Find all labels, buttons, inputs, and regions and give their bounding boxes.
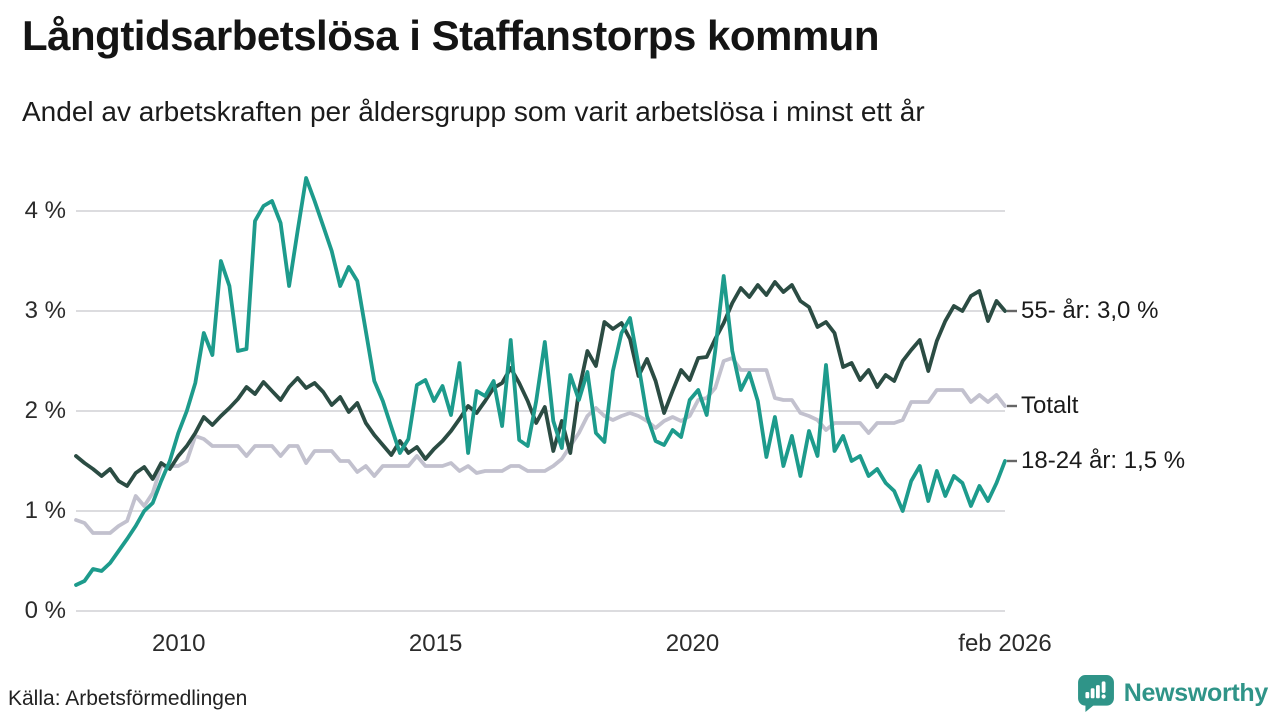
series-label-18-24-ar: 18-24 år: 1,5 %: [1021, 447, 1186, 474]
series-label-totalt: Totalt: [1021, 392, 1079, 419]
source-credit: Källa: Arbetsförmedlingen: [8, 687, 248, 710]
newsworthy-logo: Newsworthy: [1077, 674, 1268, 712]
series-label-55-ar: 55- år: 3,0 %: [1021, 297, 1159, 324]
x-axis-tick-label: 2015: [408, 630, 463, 657]
series-line-totalt: [74, 356, 1007, 535]
series-line-55-ar: [74, 280, 1007, 488]
x-axis-tick-label: 2020: [665, 630, 720, 657]
series-line-18-24-ar: [74, 176, 1007, 587]
y-axis-tick-label: 1 %: [24, 497, 66, 524]
y-axis-tick-label: 2 %: [24, 397, 66, 424]
chart-subtitle: Andel av arbetskraften per åldersgrupp s…: [22, 96, 925, 127]
y-axis-tick-label: 0 %: [24, 597, 66, 624]
newsworthy-wordmark: Newsworthy: [1123, 678, 1269, 707]
chart-title: Långtidsarbetslösa i Staffanstorps kommu…: [22, 12, 880, 59]
x-axis-tick-label: feb 2026: [958, 630, 1052, 657]
y-axis-tick-label: 4 %: [24, 197, 66, 224]
y-axis-tick-label: 3 %: [24, 297, 66, 324]
x-axis-tick-label: 2010: [152, 630, 206, 657]
newsworthy-speech-bubble-chart-icon: [1077, 675, 1114, 712]
